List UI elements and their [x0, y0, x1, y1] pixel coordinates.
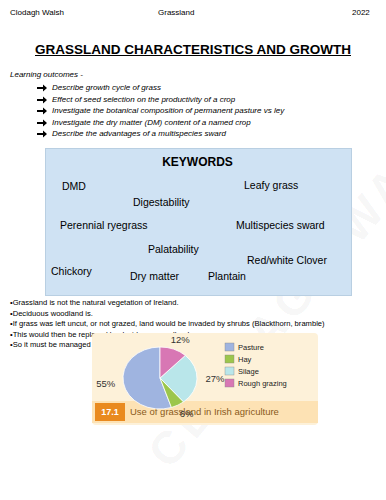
keyword: Palatability: [148, 244, 199, 255]
arrow-bullet: [37, 84, 47, 92]
keyword: Red/white Clover: [247, 255, 327, 266]
legend-swatch: [225, 355, 234, 363]
pie-slice: [160, 347, 185, 378]
learning-outcomes-heading: Learning outcomes -: [10, 71, 83, 79]
legend-swatch: [225, 367, 234, 375]
arrow-icon: [37, 131, 47, 138]
legend-label: Pasture: [238, 343, 264, 352]
learning-outcome: Investigate the dry matter (DM) content …: [52, 119, 251, 127]
arrow-icon: [37, 119, 47, 126]
slices: [123, 347, 197, 409]
learning-outcome: Describe the advantages of a multispecie…: [52, 130, 226, 138]
pie-chart: 55% 6% 27% 12% Pasture Hay Silage Rough grazing: [0, 0, 386, 500]
arrow-icon: [37, 108, 47, 115]
bullet-text: •So it must be managed: [10, 341, 91, 349]
bullet-text: •If grass was left uncut, or not grazed,…: [10, 320, 325, 328]
arrow-bullet: [37, 107, 47, 115]
keyword: Multispecies sward: [236, 220, 325, 231]
page: CLODAGH WALSHClodagh WalshGrassland2022G…: [0, 0, 386, 500]
data-label: 6%: [180, 408, 194, 419]
arrow-icon: [37, 96, 47, 103]
arrow-bullet: [37, 130, 47, 138]
keywords-heading: KEYWORDS: [45, 156, 350, 168]
header-author: Clodagh Walsh: [10, 9, 64, 17]
keyword: Leafy grass: [244, 180, 298, 191]
learning-outcome: Investigate the botanical composition of…: [52, 107, 284, 115]
keyword: Digestability: [133, 197, 190, 208]
legend-label: Hay: [238, 355, 252, 364]
keyword: DMD: [62, 181, 86, 192]
header-year: 2022: [352, 9, 370, 17]
legend-swatch: [225, 379, 234, 387]
keyword: Dry matter: [130, 271, 179, 282]
bullet-text: •Grassland is not the natural vegetation…: [10, 299, 179, 307]
figure-number: 17.1: [95, 408, 125, 417]
arrow-bullet: [37, 96, 47, 104]
legend-swatch: [225, 343, 234, 351]
data-label: 27%: [205, 373, 225, 384]
learning-outcome: Effect of seed selection on the producti…: [52, 96, 235, 104]
keyword: Chickory: [51, 266, 92, 277]
data-label: 55%: [96, 378, 116, 389]
legend-label: Rough grazing: [238, 379, 287, 388]
legend-label: Silage: [238, 367, 259, 376]
learning-outcome: Describe growth cycle of grass: [52, 84, 161, 92]
header-subject: Grassland: [158, 9, 194, 17]
arrow-bullet: [37, 119, 47, 127]
arrow-icon: [37, 85, 47, 92]
data-label: 12%: [171, 334, 191, 345]
keyword: Plantain: [208, 271, 246, 282]
bullet-text: •Deciduous woodland is.: [10, 310, 93, 318]
keyword: Perennial ryegrass: [60, 220, 148, 231]
title: GRASSLAND CHARACTERISTICS AND GROWTH: [0, 43, 386, 57]
